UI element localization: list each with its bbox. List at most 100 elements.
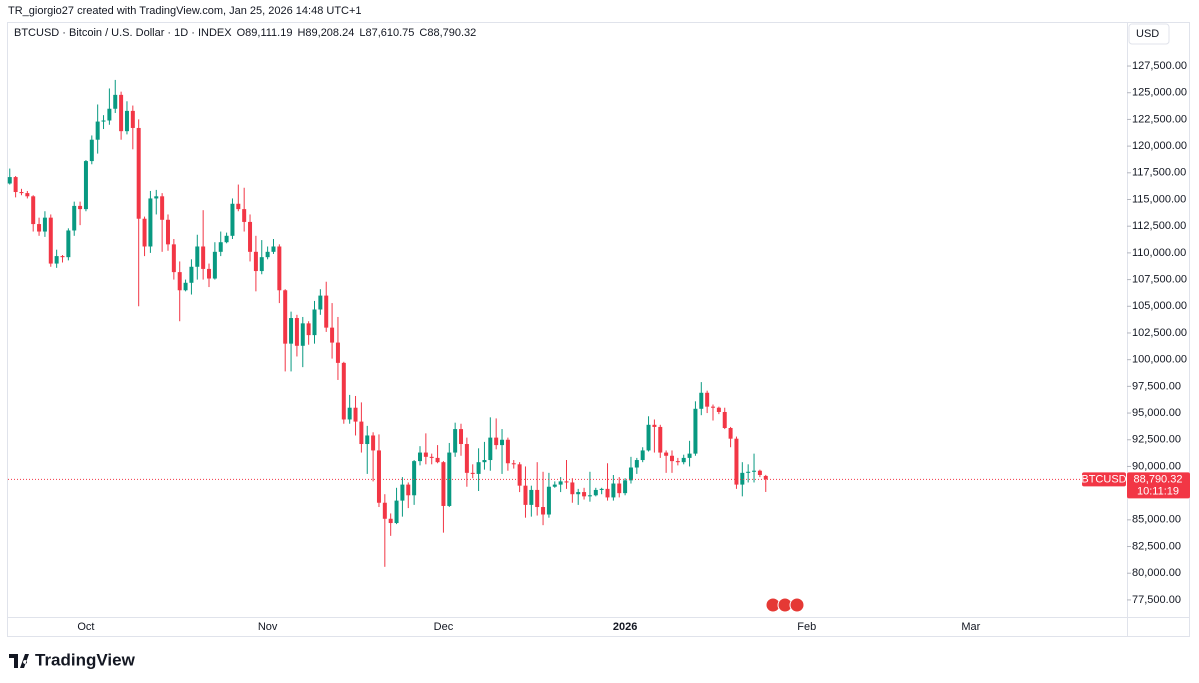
candle-body [101,120,106,122]
candle-body [746,471,751,473]
candle-body [347,407,352,420]
x-tick-label: Dec [434,621,454,633]
candle-body [48,217,53,264]
y-tick-label: 115,000.00 [1132,193,1186,205]
candle-body [95,121,100,140]
x-tick-label: Nov [258,621,278,633]
candle-body [388,518,393,524]
candle-body [640,450,645,461]
candle-body [335,342,340,363]
logo: TradingView [9,650,136,669]
candle-body [617,483,622,494]
candle-body [60,256,65,258]
candle-body [171,244,176,273]
candle-body [400,484,405,501]
candle-body [558,481,563,485]
candle-body [371,435,376,451]
candle-body [259,257,264,272]
candle-body [312,309,317,336]
candle-body [25,193,30,197]
candle-body [212,251,217,279]
candle-body [417,452,422,462]
candle-body [669,455,674,462]
candle-body [459,429,464,445]
candle-body [453,429,458,453]
candle-body [54,256,59,264]
y-tick-label: 110,000.00 [1132,247,1186,259]
candle-body [412,461,417,496]
symbol-tag [1082,472,1126,487]
candle-body [582,492,587,497]
legend-high: H89,208.24 [297,27,354,39]
candle-body [646,424,651,451]
candle-body [757,470,762,475]
candle-body [19,192,24,194]
candle-body [177,272,182,291]
candle-body [271,246,276,252]
candle-body [464,444,469,473]
candle-body [248,221,253,252]
y-tick-label: 100,000.00 [1132,354,1187,366]
candle-body [587,495,592,497]
currency-button[interactable] [1128,23,1170,45]
candle-body [72,205,77,231]
candle-body [160,196,165,220]
y-tick-label: 107,500.00 [1132,273,1187,285]
candle-body [570,482,575,495]
candle-body [441,462,446,506]
event-icon[interactable] [789,597,805,613]
logo-mark [9,654,29,668]
candle-body [306,323,311,336]
legend: BTCUSD · Bitcoin / U.S. Dollar · 1D · IN… [14,27,476,39]
x-tick-label: Oct [77,621,94,633]
candle-body [535,489,540,508]
price-tag [1127,472,1190,499]
candle-body [289,318,294,344]
candle-body [31,196,36,225]
y-tick-label: 97,500.00 [1132,380,1181,392]
price-tag-countdown: 10:11:19 [1137,485,1179,497]
y-tick-label: 102,500.00 [1132,327,1187,339]
candle-body [107,108,112,121]
candle-body [277,246,282,291]
candle-body [716,407,721,412]
legend-open: O89,111.19 [237,27,293,39]
y-tick-label: 95,000.00 [1132,407,1181,419]
candle-body [113,94,118,109]
candle-body [230,203,235,236]
candle-body [658,426,663,453]
candle-body [406,484,411,496]
candle-body [207,268,212,279]
candle-body [511,463,516,465]
candle-body [611,483,616,498]
symbol-tag-label: BTCUSD [1081,473,1126,485]
candle-body [78,205,83,210]
candle-body [318,295,323,310]
candle-body [124,110,129,132]
price-tag-value: 88,790.32 [1134,473,1183,485]
candle-body [394,500,399,524]
candle-body [154,196,159,199]
candle-body [242,209,247,222]
x-tick-label: 2026 [613,621,637,633]
y-tick-label: 127,500.00 [1132,60,1187,72]
candle-body [382,502,387,519]
candle-body [37,224,42,232]
y-tick-label: 80,000.00 [1132,567,1181,579]
candle-body [523,485,528,505]
candle-body [365,435,370,445]
candle-body [89,139,94,162]
candle-body [224,235,229,243]
candle-body [476,462,481,474]
currency[interactable]: USD [1136,28,1159,40]
candle-body [195,246,200,267]
candle-body [500,439,505,446]
candle-body [13,177,18,193]
candle-body [634,460,639,468]
candle-body [576,492,581,495]
candle-body [517,464,522,486]
candle-body [253,251,258,272]
candle-body [183,282,188,291]
candle-body [189,266,194,283]
x-tick-label: Mar [961,621,980,633]
